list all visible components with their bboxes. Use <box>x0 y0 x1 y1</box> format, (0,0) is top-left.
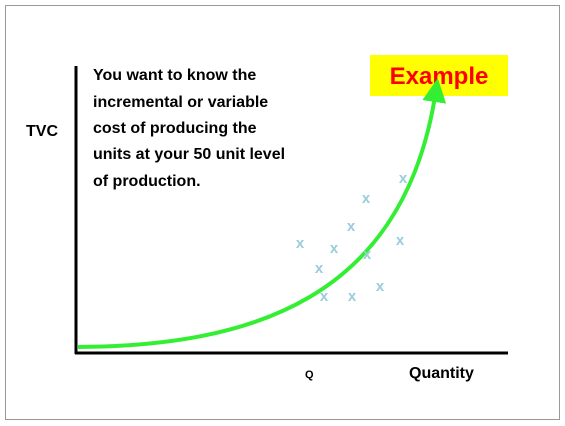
scatter-mark: x <box>348 288 357 305</box>
scatter-mark: x <box>396 232 405 249</box>
body-text: You want to know the incremental or varia… <box>93 67 285 190</box>
tvc-curve <box>77 78 447 349</box>
scatter-mark: x <box>376 278 385 295</box>
body-line: incremental or variable <box>93 94 268 111</box>
scatter-mark: x <box>296 235 305 252</box>
scatter-mark: x <box>330 240 339 257</box>
title: Example <box>390 63 489 90</box>
scatter-mark: x <box>362 190 371 207</box>
scatter-mark: x <box>363 246 372 263</box>
body-line: units at your 50 unit level <box>93 146 285 163</box>
x-axis-label: Quantity <box>409 365 474 382</box>
body-line: of production. <box>93 173 201 190</box>
scatter-mark: x <box>347 218 356 235</box>
y-axis-label: TVC <box>26 123 58 140</box>
scatter-mark: x <box>399 170 408 187</box>
body-line: cost of producing the <box>93 120 257 137</box>
scatter-mark: x <box>320 288 329 305</box>
q-label: Q <box>305 369 314 381</box>
scatter-mark: x <box>315 260 324 277</box>
body-line: You want to know the <box>93 67 256 84</box>
